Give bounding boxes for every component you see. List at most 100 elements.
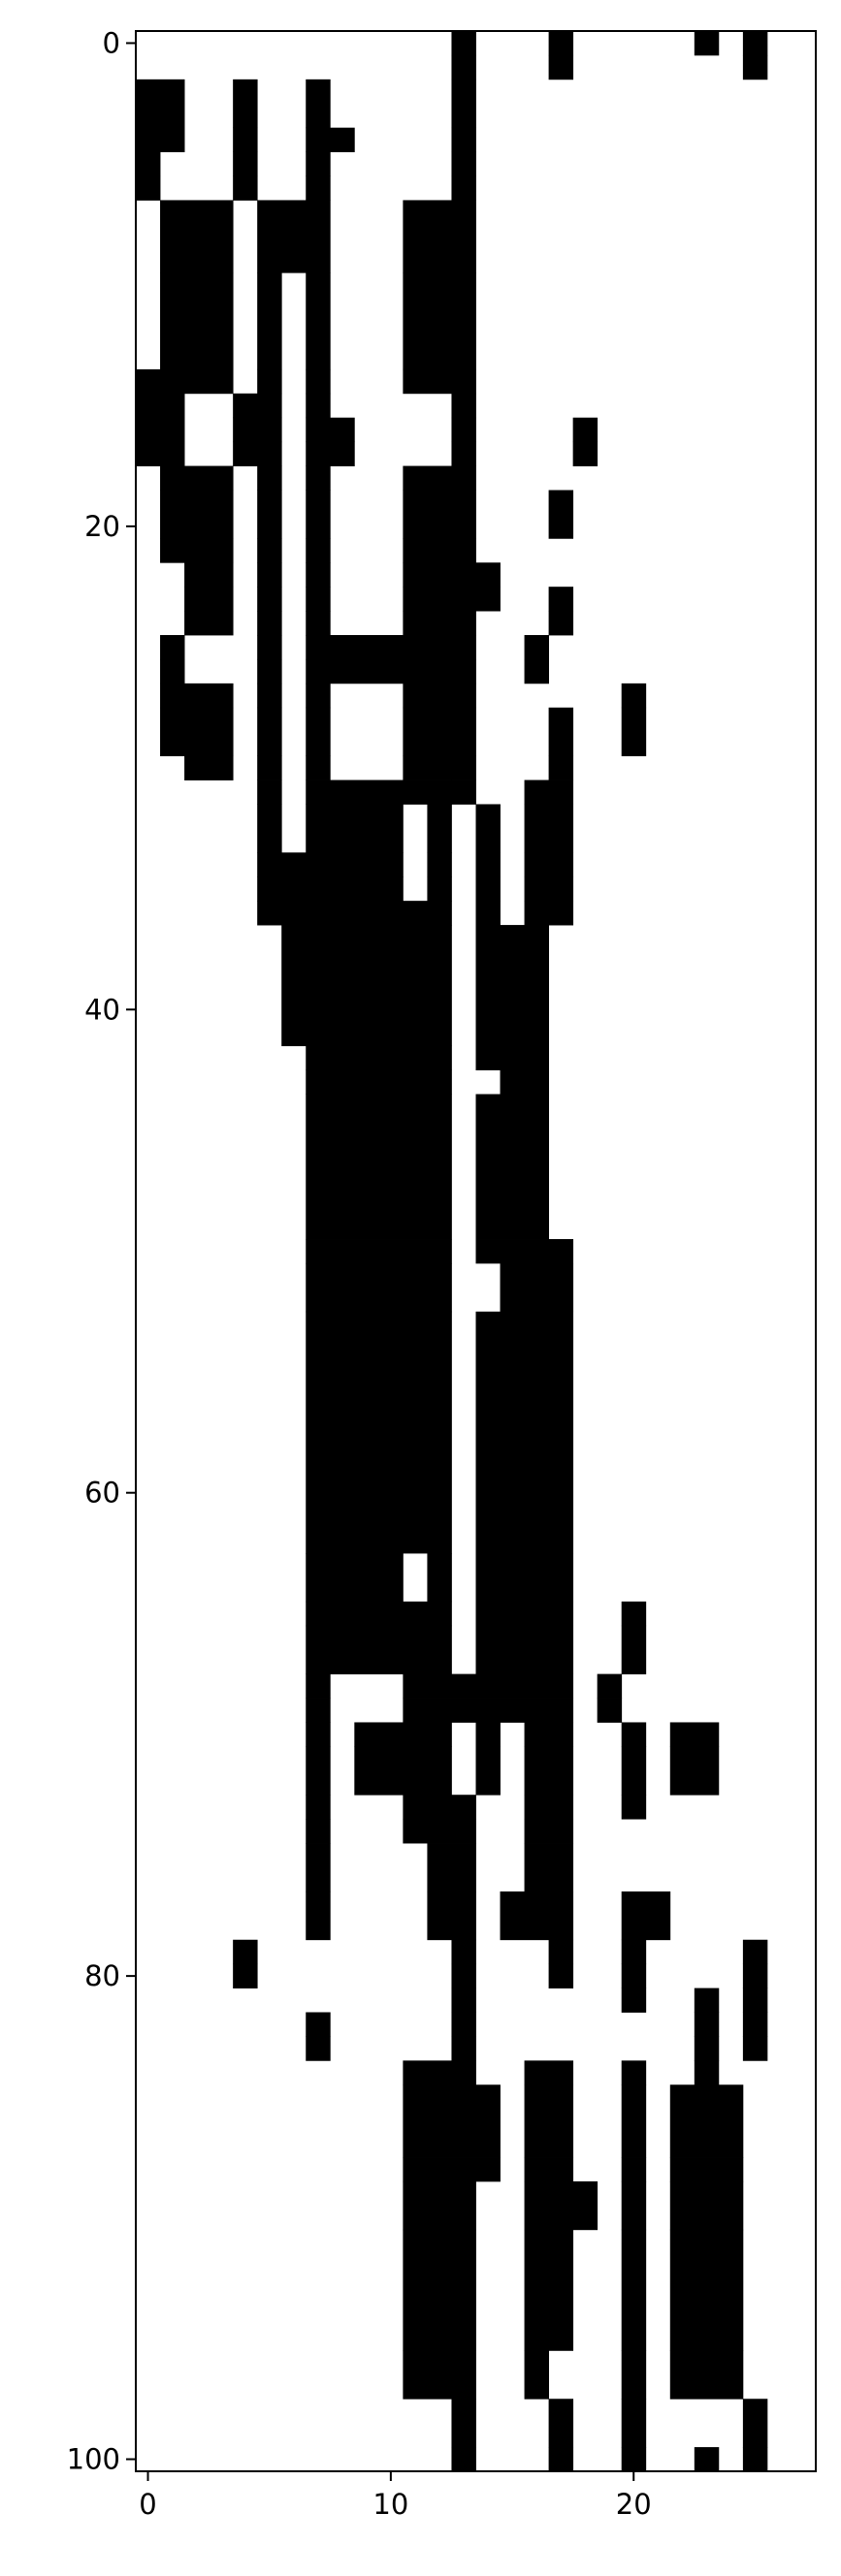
x-axis: 0 10 20 — [139, 2471, 652, 2521]
heatmap-cell-block — [451, 779, 476, 805]
heatmap-cell-block — [306, 755, 331, 780]
heatmap-cell-block — [257, 804, 282, 853]
heatmap-cell-block — [451, 635, 476, 660]
heatmap-cell-block — [306, 1891, 331, 1941]
heatmap-cell-block — [427, 1843, 476, 1892]
heatmap-cell-block — [524, 852, 574, 877]
heatmap-cell-block — [306, 1069, 452, 1095]
heatmap-cell-block — [742, 2036, 768, 2061]
heatmap-cell-block — [475, 1311, 574, 1554]
heatmap-cell-block — [233, 1963, 258, 1988]
heatmap-cell-block — [621, 1625, 647, 1675]
heatmap-cell-block — [306, 175, 331, 201]
heatmap-cell-block — [621, 2157, 647, 2182]
heatmap-cell-block — [233, 417, 282, 443]
heatmap-cell-block — [524, 804, 574, 853]
heatmap-cell-block — [184, 587, 234, 612]
heatmap-cell-block — [548, 611, 574, 636]
heatmap-cell-block — [403, 683, 476, 709]
heatmap-cell-block — [306, 272, 331, 370]
heatmap-cell-block — [403, 538, 476, 563]
heatmap-cell-block — [306, 151, 331, 176]
heatmap-cell-block — [403, 200, 476, 273]
heatmap-cell-block — [306, 1746, 331, 1796]
y-tick-label: 20 — [84, 510, 120, 543]
heatmap-cell-block — [306, 441, 355, 466]
heatmap-cell-block — [548, 490, 574, 539]
heatmap-cell-block — [524, 2180, 598, 2231]
heatmap-cell-block — [306, 1698, 331, 1723]
heatmap-cell-block — [160, 538, 234, 563]
heatmap-cell-block — [524, 779, 574, 805]
heatmap-cell-block — [475, 1601, 574, 1627]
heatmap-cell-block — [548, 1939, 574, 1965]
heatmap-cell-block — [306, 1722, 331, 1747]
heatmap-cell-block — [742, 2447, 768, 2472]
heatmap-cell-block — [136, 127, 185, 152]
heatmap-cell-block — [451, 151, 476, 176]
heatmap-cell-block — [306, 1311, 452, 1554]
heatmap-cell-block — [306, 1673, 331, 1699]
heatmap-cell-block — [621, 707, 647, 757]
heatmap-cell-block — [451, 127, 476, 152]
heatmap-cell-block — [475, 876, 501, 902]
heatmap-cell-block — [233, 1939, 258, 1965]
heatmap-cell-block — [524, 2229, 574, 2351]
heatmap-cell-block — [451, 2447, 476, 2472]
heatmap-cell-block — [257, 272, 282, 370]
heatmap-cell-block — [306, 1553, 404, 1603]
heatmap-cell-block — [136, 368, 234, 395]
heatmap-cell-block — [306, 1262, 452, 1313]
heatmap-cell-block — [233, 393, 282, 419]
heatmap-cell-block — [306, 587, 331, 612]
heatmap-cell-block — [621, 2180, 647, 2231]
heatmap-cell-block — [548, 2447, 574, 2472]
heatmap-cell-block — [621, 1963, 647, 1988]
heatmap-cell-block — [524, 2060, 574, 2085]
heatmap-cell-block — [306, 490, 331, 539]
heatmap-cell-block — [306, 804, 404, 853]
heatmap-cell-block — [742, 54, 768, 80]
heatmap-cell-block — [306, 465, 331, 491]
heatmap-cell-block — [694, 1988, 720, 2013]
heatmap-cell-block — [257, 876, 404, 902]
heatmap-cell-block — [160, 465, 234, 491]
heatmap-cells — [136, 31, 768, 2472]
heatmap-cell-block — [694, 2447, 720, 2472]
heatmap-cell-block — [306, 2036, 331, 2061]
heatmap-cell-block — [669, 2350, 744, 2400]
heatmap-cell-block — [233, 79, 258, 129]
heatmap-cell-block — [184, 611, 234, 636]
heatmap-cell-block — [403, 2229, 476, 2351]
heatmap-cell-block — [742, 2012, 768, 2037]
heatmap-cell-block — [403, 2157, 501, 2182]
heatmap-cell-block — [451, 175, 476, 201]
heatmap-cell-block — [621, 2447, 647, 2472]
heatmap-cell-block — [475, 1239, 574, 1264]
heatmap-cell-block — [257, 587, 282, 612]
heatmap-cell-block — [257, 490, 282, 539]
heatmap-cell-block — [257, 368, 282, 395]
heatmap-cell-block — [306, 1625, 452, 1675]
heatmap-cell-block — [621, 683, 647, 709]
heatmap-cell-block — [136, 441, 185, 466]
heatmap-cell-block — [160, 658, 185, 684]
heatmap-cell-block — [233, 127, 258, 152]
heatmap-cell-block — [572, 441, 598, 466]
heatmap-cell-block — [136, 417, 185, 443]
heatmap-cell-block — [475, 901, 501, 926]
heatmap-cell-block — [475, 1045, 550, 1070]
heatmap-cell-block — [621, 2060, 647, 2085]
heatmap-cell-block — [669, 2084, 744, 2158]
heatmap-cell-block — [257, 779, 282, 805]
heatmap-cell-block — [475, 804, 501, 853]
heatmap-cell-block — [257, 852, 404, 877]
heatmap-cell-block — [451, 417, 476, 443]
heatmap-cell-block — [451, 1939, 476, 1965]
heatmap-cell-block — [500, 1891, 574, 1941]
heatmap-cell-block — [257, 683, 282, 709]
heatmap-cell-block — [427, 876, 452, 902]
heatmap-cell-block — [475, 852, 501, 877]
heatmap-cell-block — [306, 1819, 331, 1844]
